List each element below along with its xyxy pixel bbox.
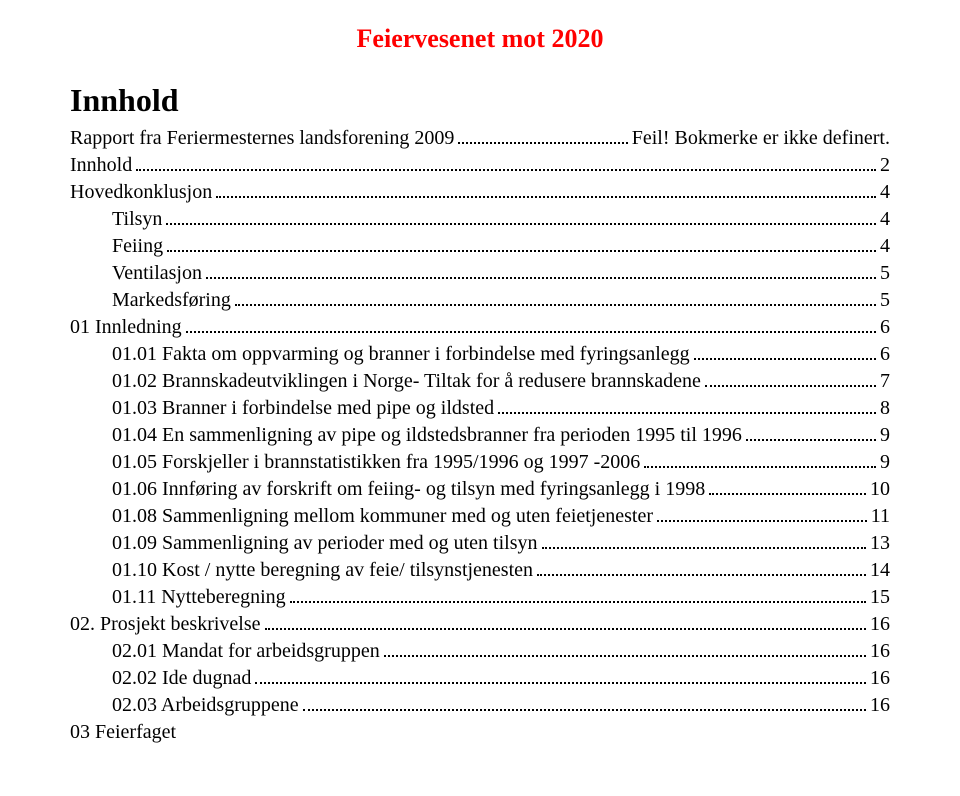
- toc-entry-label: 01.05 Forskjeller i brannstatistikken fr…: [112, 449, 640, 476]
- toc-entry-page: 9: [880, 449, 890, 476]
- toc-entry-label: 01.03 Branner i forbindelse med pipe og …: [112, 395, 494, 422]
- toc-entry-page: 14: [870, 557, 890, 584]
- toc-entry-label: 02.02 Ide dugnad: [112, 665, 251, 692]
- toc-entry-label: 01.02 Brannskadeutviklingen i Norge- Til…: [112, 368, 701, 395]
- toc-leader-dots: [542, 536, 867, 549]
- toc-entry-page: 16: [870, 665, 890, 692]
- toc-leader-dots: [694, 347, 876, 360]
- toc-entry: 03 Feierfaget: [70, 719, 890, 746]
- toc-entry-page: 6: [880, 341, 890, 368]
- toc-leader-dots: [255, 671, 866, 684]
- toc-entry-label: Tilsyn: [112, 206, 162, 233]
- toc-leader-dots: [186, 320, 876, 333]
- toc-leader-dots: [537, 563, 866, 576]
- toc-leader-dots: [206, 266, 876, 279]
- toc-entry-page: 6: [880, 314, 890, 341]
- table-of-contents: Rapport fra Feriermesternes landsforenin…: [70, 125, 890, 746]
- toc-entry-label: Feiing: [112, 233, 163, 260]
- toc-entry-label: 01.04 En sammenligning av pipe og ildste…: [112, 422, 742, 449]
- toc-entry: 01.03 Branner i forbindelse med pipe og …: [70, 395, 890, 422]
- toc-entry-label: Ventilasjon: [112, 260, 202, 287]
- toc-leader-dots: [235, 293, 876, 306]
- toc-entry-page: 7: [880, 368, 890, 395]
- toc-leader-dots: [498, 401, 876, 414]
- toc-entry-label: 01.06 Innføring av forskrift om feiing- …: [112, 476, 705, 503]
- toc-entry-label: Innhold: [70, 152, 132, 179]
- toc-entry-page: 13: [870, 530, 890, 557]
- toc-entry: 02.02 Ide dugnad 16: [70, 665, 890, 692]
- toc-entry: Feiing 4: [70, 233, 890, 260]
- toc-entry-label: 02.03 Arbeidsgruppene: [112, 692, 299, 719]
- toc-entry-page: 9: [880, 422, 890, 449]
- toc-entry-page: 16: [870, 638, 890, 665]
- toc-entry: 01.10 Kost / nytte beregning av feie/ ti…: [70, 557, 890, 584]
- toc-entry-page: 8: [880, 395, 890, 422]
- toc-entry-label: 02. Prosjekt beskrivelse: [70, 611, 261, 638]
- toc-leader-dots: [303, 698, 866, 711]
- toc-entry-label: 02.01 Mandat for arbeidsgruppen: [112, 638, 380, 665]
- toc-entry-label: 01.08 Sammenligning mellom kommuner med …: [112, 503, 653, 530]
- toc-entry: 02. Prosjekt beskrivelse 16: [70, 611, 890, 638]
- toc-entry-page: 10: [870, 476, 890, 503]
- toc-leader-dots: [167, 239, 876, 252]
- toc-leader-dots: [384, 644, 866, 657]
- toc-entry: 01.11 Nytteberegning 15: [70, 584, 890, 611]
- toc-leader-dots: [290, 590, 866, 603]
- toc-entry: Innhold 2: [70, 152, 890, 179]
- toc-entry: 01.01 Fakta om oppvarming og branner i f…: [70, 341, 890, 368]
- toc-entry-label: 01.09 Sammenligning av perioder med og u…: [112, 530, 538, 557]
- section-title: Innhold: [70, 82, 890, 119]
- toc-leader-dots: [746, 428, 876, 441]
- toc-entry-page: 11: [871, 503, 890, 530]
- toc-leader-dots: [458, 131, 627, 144]
- toc-entry-label: 01.10 Kost / nytte beregning av feie/ ti…: [112, 557, 533, 584]
- toc-leader-dots: [136, 158, 876, 171]
- toc-leader-dots: [705, 374, 876, 387]
- toc-entry: 01 Innledning 6: [70, 314, 890, 341]
- toc-entry: Rapport fra Feriermesternes landsforenin…: [70, 125, 890, 152]
- document-title: Feiervesenet mot 2020: [70, 24, 890, 54]
- toc-leader-dots: [657, 509, 867, 522]
- toc-entry-page: Feil! Bokmerke er ikke definert.: [632, 125, 890, 152]
- toc-entry-page: 5: [880, 287, 890, 314]
- toc-entry-label: 01.01 Fakta om oppvarming og branner i f…: [112, 341, 690, 368]
- toc-leader-dots: [709, 482, 866, 495]
- toc-entry-page: 5: [880, 260, 890, 287]
- toc-entry-page: 16: [870, 611, 890, 638]
- toc-entry-page: 15: [870, 584, 890, 611]
- toc-entry: 01.08 Sammenligning mellom kommuner med …: [70, 503, 890, 530]
- toc-leader-dots: [166, 212, 876, 225]
- toc-entry-label: 03 Feierfaget: [70, 719, 176, 746]
- toc-leader-dots: [216, 185, 876, 198]
- toc-entry: Markedsføring 5: [70, 287, 890, 314]
- toc-entry-page: 4: [880, 179, 890, 206]
- toc-entry-label: Markedsføring: [112, 287, 231, 314]
- toc-entry-page: 2: [880, 152, 890, 179]
- toc-entry-label: 01.11 Nytteberegning: [112, 584, 286, 611]
- toc-entry-label: Hovedkonklusjon: [70, 179, 212, 206]
- toc-entry-label: Rapport fra Feriermesternes landsforenin…: [70, 125, 454, 152]
- toc-leader-dots: [265, 617, 866, 630]
- toc-entry-label: 01 Innledning: [70, 314, 182, 341]
- toc-leader-dots: [644, 455, 876, 468]
- toc-entry: 01.05 Forskjeller i brannstatistikken fr…: [70, 449, 890, 476]
- toc-entry: 01.02 Brannskadeutviklingen i Norge- Til…: [70, 368, 890, 395]
- toc-entry-page: 16: [870, 692, 890, 719]
- toc-entry: Hovedkonklusjon 4: [70, 179, 890, 206]
- toc-entry: 01.06 Innføring av forskrift om feiing- …: [70, 476, 890, 503]
- toc-entry: 02.01 Mandat for arbeidsgruppen 16: [70, 638, 890, 665]
- toc-entry: 01.09 Sammenligning av perioder med og u…: [70, 530, 890, 557]
- toc-entry: Ventilasjon 5: [70, 260, 890, 287]
- toc-entry: 01.04 En sammenligning av pipe og ildste…: [70, 422, 890, 449]
- toc-entry-page: 4: [880, 206, 890, 233]
- toc-entry-page: 4: [880, 233, 890, 260]
- toc-entry: 02.03 Arbeidsgruppene 16: [70, 692, 890, 719]
- toc-entry: Tilsyn 4: [70, 206, 890, 233]
